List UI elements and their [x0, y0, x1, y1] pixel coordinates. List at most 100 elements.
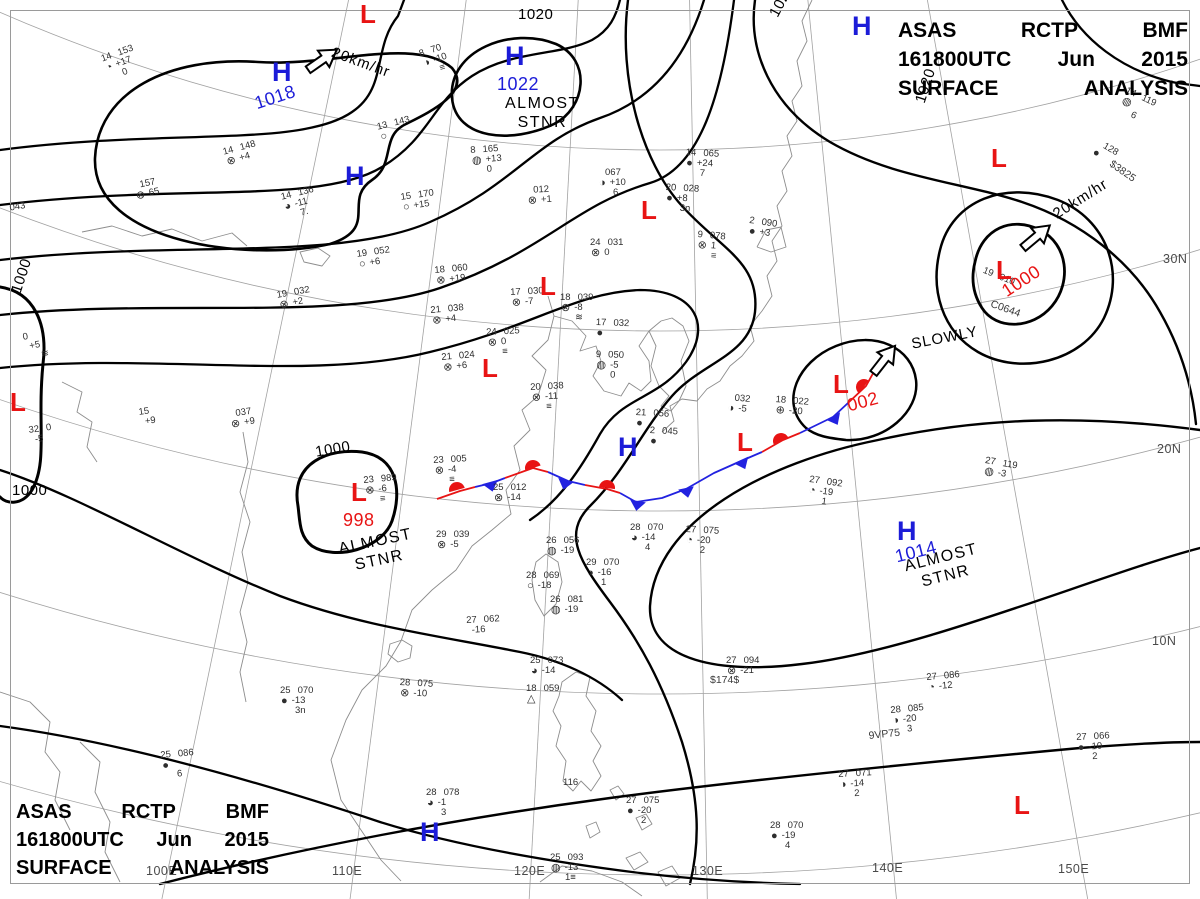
station-plot: 25 070 ● -13 3n	[280, 685, 314, 716]
high-pressure-center: H	[345, 163, 365, 190]
annotation-label: $174$	[710, 674, 740, 686]
low-symbol: L	[351, 477, 367, 507]
station-plot: 29 070 ◑ -16 1	[586, 557, 620, 588]
high-pressure-center: H	[420, 817, 440, 847]
front-line	[584, 484, 621, 494]
station-plot: 21 038 ⊗ +4	[429, 302, 465, 327]
warm-front-symbol	[449, 482, 465, 493]
station-plot: 27 092 ◔ -19 1	[808, 474, 844, 508]
station-plot: 032 ◑ -5	[727, 392, 751, 415]
low-pressure-center: L 998	[343, 477, 374, 530]
high-symbol: H	[505, 41, 525, 71]
station-plot: 25 093 ◍ -13 1≡	[550, 852, 584, 883]
coastline	[61, 381, 98, 463]
station-plot: 9 078 ⊗ 1 ≡	[697, 229, 727, 262]
coastline	[539, 865, 643, 897]
coastline	[625, 851, 649, 871]
station-plot: 28 078 ◕ -1 3	[426, 787, 460, 818]
station-plot: 29 039 ⊗ -5	[436, 529, 470, 551]
meridian-line	[807, 0, 897, 899]
warm-front-symbol	[856, 379, 869, 394]
low-pressure-center: L	[641, 195, 657, 225]
high-symbol: H	[420, 817, 440, 847]
station-plot: 27 094 ⊗ -21	[726, 655, 760, 677]
isobar-line	[0, 724, 802, 886]
cold-front-symbol	[825, 412, 841, 425]
latitude-label: 30N	[1163, 252, 1188, 266]
station-plot: 27 066 ● -10 2	[1075, 730, 1110, 763]
station-plot: 25 086 ● 6	[159, 747, 195, 780]
pressure-value: 998	[343, 510, 375, 530]
station-plot: 18 060 ⊗ +19	[433, 262, 469, 287]
station-plot: 27 119 ◍ -3	[983, 455, 1019, 480]
high-pressure-center: H	[618, 432, 638, 462]
longitude-label: 120E	[514, 864, 546, 878]
high-symbol: H	[852, 11, 872, 41]
station-plot: 8 165 ◍ +13 0	[469, 143, 503, 175]
station-plot: 2 090 ● +3	[748, 215, 779, 239]
isobar-line	[450, 36, 582, 137]
movement-arrow-icon	[304, 48, 339, 75]
station-plot: 9 050 ◍ -5 0	[595, 349, 625, 381]
title-word: SURFACE	[898, 77, 999, 100]
high-symbol: H	[618, 432, 638, 462]
low-pressure-center: L 1000	[996, 257, 1044, 301]
latitude-label: 20N	[1157, 442, 1182, 456]
title-word: RCTP	[1020, 19, 1079, 42]
cold-front-symbol	[678, 486, 694, 498]
station-plot: 25 073 ◕ -14	[530, 655, 564, 677]
title-line: SURFACE ANALYSIS	[16, 854, 269, 882]
isobar-value-label: 1020	[518, 6, 554, 23]
coastline	[648, 317, 690, 412]
isobar-line	[93, 52, 459, 252]
meridian-line	[528, 0, 579, 899]
title-word: Jun	[1057, 48, 1095, 71]
title-line: SURFACE ANALYSIS	[898, 74, 1188, 103]
title-word: ASAS	[898, 19, 957, 42]
low-symbol: L	[991, 143, 1007, 173]
front-line	[619, 451, 763, 503]
station-plot: 23 989 ⊗ -6 ≡	[362, 472, 398, 505]
station-plot: 116	[563, 777, 579, 788]
low-pressure-center: L	[737, 429, 753, 455]
station-plot: 18 059 △	[526, 683, 560, 705]
isobar-line	[0, 0, 706, 262]
meridian-line	[927, 0, 1089, 899]
station-plot: 18 039 ⊗ -8 ≋	[560, 292, 594, 323]
title-line: ASAS RCTP BMF	[898, 16, 1188, 45]
low-pressure-center: L	[1014, 792, 1030, 818]
station-plot: 26 081 ◍ -19	[550, 594, 584, 616]
low-symbol: L	[10, 387, 26, 417]
isobar-line	[574, 0, 757, 886]
front-line	[436, 486, 476, 500]
coastline	[330, 295, 555, 882]
movement-arrow-icon	[868, 344, 897, 378]
high-pressure-center: H 1014	[893, 518, 939, 567]
coastline	[0, 691, 71, 831]
movement-arrow-layer	[304, 48, 1052, 378]
longitude-label: 110E	[332, 864, 363, 878]
title-block-top-right: ASAS RCTP BMF 161800UTC Jun 2015 SURFACE ANALYS…	[898, 16, 1188, 103]
longitude-label: 130E	[692, 864, 724, 878]
low-pressure-center: L	[991, 143, 1007, 173]
high-symbol: H	[272, 57, 292, 87]
warm-front-symbol	[773, 433, 789, 445]
meridian-line	[161, 0, 349, 899]
meridian-line	[349, 0, 467, 899]
title-word: 2015	[1141, 48, 1188, 71]
coastline	[299, 247, 331, 267]
title-word: 161800UTC	[16, 829, 124, 851]
title-line: 161800UTC Jun 2015	[898, 45, 1188, 74]
low-symbol: L	[641, 195, 657, 225]
isobar-line	[648, 419, 1200, 669]
coastline	[81, 225, 248, 247]
low-pressure-center: L	[360, 1, 376, 27]
isobar-line	[0, 288, 700, 522]
isobar-value-label: 1000	[12, 482, 48, 499]
title-word: 161800UTC	[898, 48, 1012, 71]
station-plot: 27 086 ◔ -12	[925, 669, 961, 694]
station-plot: 012 ⊗ +1	[527, 183, 553, 207]
station-plot: 14 065 ● +24 7	[685, 147, 720, 180]
